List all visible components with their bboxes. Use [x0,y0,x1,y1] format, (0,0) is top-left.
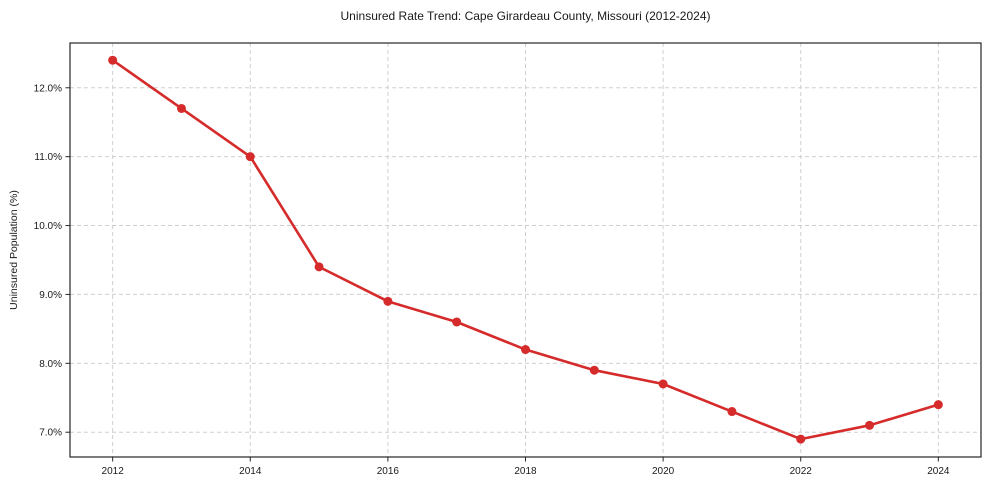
y-axis-label: Uninsured Population (%) [8,190,20,310]
tick-marks [65,87,939,462]
data-point [108,55,118,65]
x-tick-label: 2014 [239,466,262,477]
y-tick-label: 11.0% [34,152,62,163]
y-tick-label: 12.0% [34,83,62,94]
data-point [521,345,530,355]
y-tick-label: 7.0% [39,428,62,439]
data-point [589,365,599,375]
y-tick-label: 9.0% [39,290,62,301]
x-tick-label: 2012 [102,466,125,477]
x-tick-label: 2016 [377,466,400,477]
plot-border [69,42,982,458]
chart-title: Uninsured Rate Trend: Cape Girardeau Cou… [340,9,711,23]
data-point [865,420,875,430]
data-point [176,103,186,113]
x-tick-label: 2024 [927,466,950,477]
data-points [108,55,943,444]
data-point [727,407,737,417]
data-point [796,434,806,444]
data-point [245,152,255,162]
x-tick-label: 2018 [514,466,537,477]
data-point [658,379,668,389]
data-point [314,262,324,272]
x-tick-label: 2020 [652,466,675,477]
y-tick-label: 10.0% [34,221,62,232]
y-tick-label: 8.0% [39,359,62,370]
data-point [452,317,462,327]
data-point [383,296,393,306]
data-point [933,400,943,410]
x-tick-label: 2022 [790,466,813,477]
